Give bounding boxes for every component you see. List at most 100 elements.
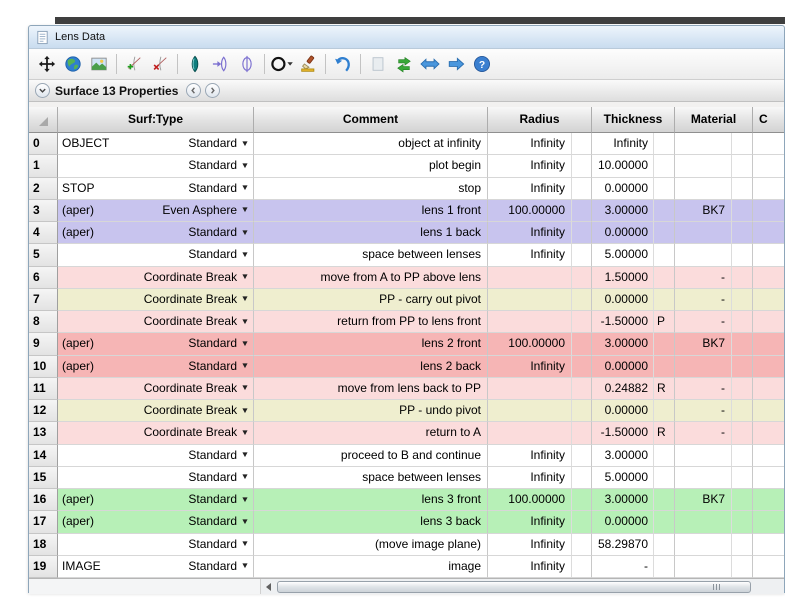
thickness-cell[interactable]: 0.24882 bbox=[592, 377, 654, 400]
thickness-cell[interactable]: Infinity bbox=[592, 133, 654, 156]
material-solve-cell[interactable] bbox=[732, 177, 753, 200]
surface-type-dropdown[interactable]: Coordinate Break ▼ bbox=[144, 311, 250, 332]
thickness-solve-cell[interactable] bbox=[654, 355, 675, 378]
surface-type-dropdown[interactable]: Standard ▼ bbox=[188, 356, 249, 377]
radius-solve-cell[interactable] bbox=[572, 555, 592, 578]
row-number-cell[interactable]: 19 bbox=[29, 555, 58, 578]
image-icon[interactable] bbox=[87, 52, 111, 76]
comment-cell[interactable]: move from A to PP above lens bbox=[254, 266, 488, 289]
row-number-cell[interactable]: 6 bbox=[29, 266, 58, 289]
row-number-cell[interactable]: 9 bbox=[29, 333, 58, 356]
comment-cell[interactable]: lens 2 back bbox=[254, 355, 488, 378]
coating-cell[interactable] bbox=[753, 133, 784, 156]
thickness-solve-cell[interactable] bbox=[654, 288, 675, 311]
lens-ring-icon[interactable] bbox=[235, 52, 259, 76]
radius-cell[interactable]: Infinity bbox=[488, 533, 572, 556]
thickness-cell[interactable]: -1.50000 bbox=[592, 422, 654, 445]
globe-icon[interactable] bbox=[61, 52, 85, 76]
row-number-cell[interactable]: 8 bbox=[29, 311, 58, 334]
surface-type-dropdown[interactable]: Standard ▼ bbox=[188, 178, 249, 199]
surface-type-dropdown[interactable]: Standard ▼ bbox=[188, 222, 249, 243]
coating-cell[interactable] bbox=[753, 378, 784, 400]
comment-cell[interactable]: lens 3 front bbox=[254, 489, 488, 512]
material-solve-cell[interactable] bbox=[732, 311, 753, 334]
radius-cell[interactable]: Infinity bbox=[488, 133, 572, 156]
thickness-cell[interactable]: 3.00000 bbox=[592, 444, 654, 467]
radius-cell[interactable] bbox=[488, 422, 572, 445]
thickness-cell[interactable]: 0.00000 bbox=[592, 355, 654, 378]
material-solve-cell[interactable] bbox=[732, 333, 753, 356]
radius-cell[interactable]: Infinity bbox=[488, 177, 572, 200]
material-cell[interactable]: - bbox=[675, 377, 732, 400]
thickness-cell[interactable]: - bbox=[592, 555, 654, 578]
thickness-cell[interactable]: 0.00000 bbox=[592, 288, 654, 311]
coating-cell[interactable] bbox=[753, 200, 784, 222]
coating-cell[interactable] bbox=[753, 222, 784, 245]
material-solve-cell[interactable] bbox=[732, 266, 753, 289]
row-number-cell[interactable]: 11 bbox=[29, 377, 58, 400]
radius-solve-cell[interactable] bbox=[572, 400, 592, 423]
thickness-cell[interactable]: -1.50000 bbox=[592, 311, 654, 334]
row-number-cell[interactable]: 15 bbox=[29, 466, 58, 489]
coating-cell[interactable] bbox=[753, 356, 784, 378]
material-solve-cell[interactable] bbox=[732, 133, 753, 156]
thickness-solve-cell[interactable] bbox=[654, 266, 675, 289]
radius-solve-cell[interactable] bbox=[572, 533, 592, 556]
row-number-cell[interactable]: 13 bbox=[29, 422, 58, 445]
radius-cell[interactable]: 100.00000 bbox=[488, 489, 572, 512]
double-arrow-icon[interactable] bbox=[418, 52, 442, 76]
thickness-solve-cell[interactable] bbox=[654, 489, 675, 512]
material-solve-cell[interactable] bbox=[732, 400, 753, 423]
radius-solve-cell[interactable] bbox=[572, 489, 592, 512]
radius-cell[interactable]: Infinity bbox=[488, 555, 572, 578]
material-cell[interactable] bbox=[675, 355, 732, 378]
comment-cell[interactable]: image bbox=[254, 555, 488, 578]
material-cell[interactable]: - bbox=[675, 266, 732, 289]
material-solve-cell[interactable] bbox=[732, 199, 753, 222]
comment-cell[interactable]: object at infinity bbox=[254, 133, 488, 156]
coating-cell[interactable] bbox=[753, 534, 784, 556]
coating-cell[interactable] bbox=[753, 489, 784, 512]
thickness-solve-cell[interactable] bbox=[654, 155, 675, 178]
help-icon[interactable]: ? bbox=[470, 52, 494, 76]
material-cell[interactable] bbox=[675, 511, 732, 534]
radius-cell[interactable] bbox=[488, 288, 572, 311]
thickness-cell[interactable]: 0.00000 bbox=[592, 177, 654, 200]
row-number-cell[interactable]: 14 bbox=[29, 444, 58, 467]
comment-cell[interactable]: lens 2 front bbox=[254, 333, 488, 356]
row-number-cell[interactable]: 3 bbox=[29, 199, 58, 222]
comment-cell[interactable]: move from lens back to PP bbox=[254, 377, 488, 400]
surface-type-dropdown[interactable]: Coordinate Break ▼ bbox=[144, 400, 250, 421]
surface-type-dropdown[interactable]: Coordinate Break ▼ bbox=[144, 289, 250, 310]
material-solve-cell[interactable] bbox=[732, 377, 753, 400]
material-cell[interactable]: - bbox=[675, 400, 732, 423]
thickness-solve-cell[interactable] bbox=[654, 222, 675, 245]
material-cell[interactable] bbox=[675, 444, 732, 467]
right-arrow-icon[interactable] bbox=[444, 52, 468, 76]
coating-cell[interactable] bbox=[753, 467, 784, 489]
swap-arrows-icon[interactable] bbox=[392, 52, 416, 76]
material-solve-cell[interactable] bbox=[732, 155, 753, 178]
thickness-solve-cell[interactable] bbox=[654, 177, 675, 200]
radius-solve-cell[interactable] bbox=[572, 311, 592, 334]
material-cell[interactable]: - bbox=[675, 311, 732, 334]
thickness-solve-cell[interactable] bbox=[654, 533, 675, 556]
radius-cell[interactable]: 100.00000 bbox=[488, 199, 572, 222]
previous-surface-button[interactable] bbox=[186, 83, 202, 98]
radius-cell[interactable]: Infinity bbox=[488, 244, 572, 267]
move-icon[interactable] bbox=[35, 52, 59, 76]
radius-cell[interactable]: Infinity bbox=[488, 222, 572, 245]
radius-solve-cell[interactable] bbox=[572, 177, 592, 200]
radius-cell[interactable]: Infinity bbox=[488, 466, 572, 489]
material-cell[interactable] bbox=[675, 133, 732, 156]
comment-cell[interactable]: return to A bbox=[254, 422, 488, 445]
radius-solve-cell[interactable] bbox=[572, 511, 592, 534]
row-number-cell[interactable]: 5 bbox=[29, 244, 58, 267]
coating-cell[interactable] bbox=[753, 422, 784, 445]
scroll-left-button[interactable] bbox=[261, 580, 275, 594]
thickness-cell[interactable]: 3.00000 bbox=[592, 199, 654, 222]
material-solve-cell[interactable] bbox=[732, 422, 753, 445]
material-solve-cell[interactable] bbox=[732, 511, 753, 534]
radius-solve-cell[interactable] bbox=[572, 466, 592, 489]
material-solve-cell[interactable] bbox=[732, 444, 753, 467]
